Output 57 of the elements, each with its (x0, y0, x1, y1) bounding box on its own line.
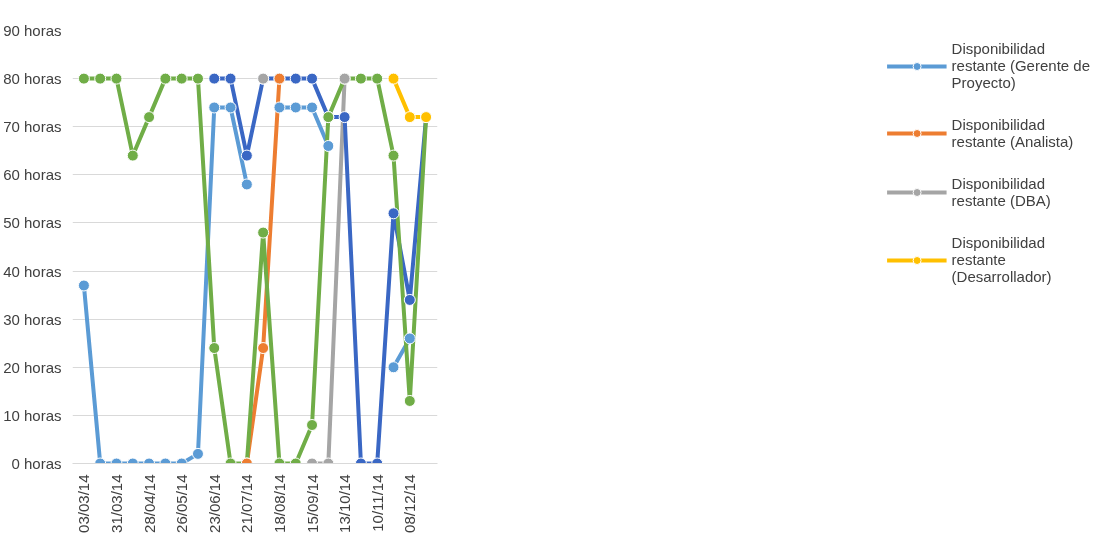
point (77, 72, 90, 85)
legend-label: Disponibilidad restante (Analista) (951, 116, 1074, 150)
x-tick-label: 23/06/14 (205, 474, 223, 533)
point (143, 111, 156, 124)
point (175, 72, 188, 85)
point (338, 111, 351, 124)
point (224, 101, 237, 114)
point (354, 72, 367, 85)
point (403, 293, 416, 306)
y-tick-label: 60 horas (3, 166, 62, 184)
legend-label: Disponibilidad restante (Gerente de Proyecto) (951, 40, 1090, 91)
y-tick-label: 0 horas (11, 455, 62, 472)
point (387, 72, 400, 85)
x-tick-label: 13/10/14 (336, 474, 354, 533)
point (387, 149, 400, 162)
point (289, 72, 302, 85)
point (403, 394, 416, 407)
x-tick-label: 26/05/14 (173, 474, 191, 533)
x-tick-label: 18/08/14 (270, 474, 288, 533)
point (208, 72, 221, 85)
point (322, 139, 335, 152)
y-tick-label: 90 horas (3, 22, 62, 39)
point (403, 111, 416, 124)
point (387, 207, 400, 220)
point (273, 101, 286, 114)
point (110, 72, 123, 85)
y-tick-label: 80 horas (3, 70, 62, 88)
point (403, 332, 416, 345)
legend-label: Disponibilidad restante (Desarrollador) (951, 234, 1052, 285)
x-tick-label: 10/11/14 (368, 474, 386, 532)
point (240, 178, 253, 191)
point (257, 226, 270, 239)
point (289, 101, 302, 114)
point (224, 72, 237, 85)
x-tick-label: 21/07/14 (238, 474, 256, 533)
point (371, 72, 384, 85)
y-tick-label: 20 horas (3, 358, 62, 376)
x-tick-label: 31/03/14 (108, 474, 125, 533)
y-tick-label: 50 horas (3, 214, 62, 232)
y-tick-label: 40 horas (3, 262, 62, 280)
point (126, 149, 139, 162)
x-tick-label: 08/12/14 (401, 474, 419, 533)
y-tick-label: 30 horas (3, 310, 62, 328)
y-tick-label: 10 horas (3, 406, 62, 424)
x-tick-label: 28/04/14 (140, 474, 158, 533)
point (208, 101, 221, 114)
x-tick-label: 15/09/14 (303, 474, 321, 533)
point (240, 149, 253, 162)
legend-label: Disponibilidad restante (DBA) (951, 175, 1051, 209)
x-tick-label: 03/03/14 (75, 474, 93, 533)
point (306, 72, 319, 85)
point (306, 101, 319, 114)
y-tick-label: 70 horas (3, 118, 62, 136)
point (77, 279, 90, 292)
point (94, 72, 107, 85)
point (191, 72, 204, 85)
point (159, 72, 172, 85)
